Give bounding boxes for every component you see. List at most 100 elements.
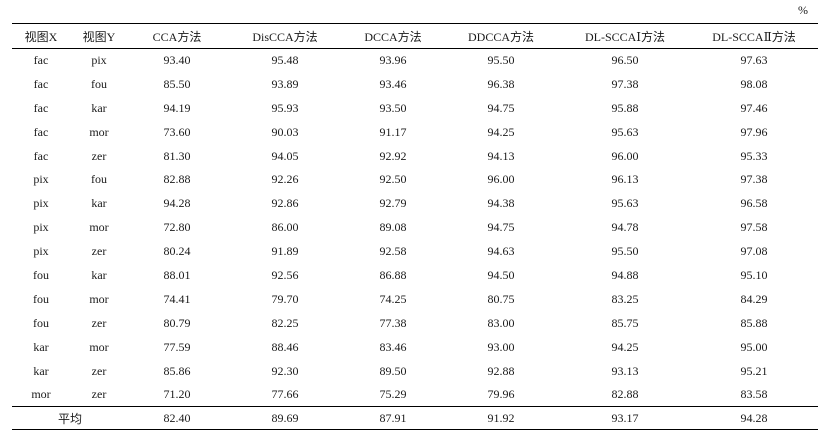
- cell-dcca: 86.88: [379, 267, 407, 282]
- cell-ddcca: 96.38: [487, 76, 515, 91]
- cell-ddcca: 94.50: [487, 267, 515, 282]
- cell-cca: 85.86: [163, 363, 191, 378]
- table-row: pix mor 72.80 86.00 89.08 94.75 94.78 97.58: [12, 216, 818, 240]
- cell-view-y: pix: [91, 53, 107, 68]
- cell-view-x: kar: [33, 363, 49, 378]
- table-row: pix fou 82.88 92.26 92.50 96.00 96.13 97.38: [12, 168, 818, 192]
- cell-dl-scca-2: 95.33: [740, 148, 768, 163]
- cell-ddcca: 94.75: [487, 100, 515, 115]
- table-row: fou zer 80.79 82.25 77.38 83.00 85.75 85.88: [12, 311, 818, 335]
- cell-dcca: 91.17: [379, 124, 407, 139]
- cell-dl-scca-1: 95.63: [611, 124, 639, 139]
- cell-ddcca: 94.38: [487, 196, 515, 211]
- cell-dl-scca-1: 96.13: [611, 172, 639, 187]
- cell-dl-scca-2: 98.08: [740, 76, 768, 91]
- cell-cca: 81.30: [163, 148, 191, 163]
- cell-cca: 93.40: [163, 53, 191, 68]
- cell-cca: 80.24: [163, 244, 191, 259]
- cell-dl-scca-2: 83.58: [740, 387, 768, 402]
- cell-view-x: kar: [33, 339, 49, 354]
- table-row: fac pix 93.40 95.48 93.96 95.50 96.50 97.63: [12, 49, 818, 73]
- cell-dl-scca-1: 83.25: [611, 291, 639, 306]
- cell-view-y: mor: [89, 339, 109, 354]
- table-row: kar zer 85.86 92.30 89.50 92.88 93.13 95.21: [12, 359, 818, 383]
- header-discca: DisCCA方法: [226, 23, 344, 49]
- cell-ddcca: 96.00: [487, 172, 515, 187]
- header-dl-scca-1: DL-SCCAⅠ方法: [560, 23, 690, 49]
- cell-dl-scca-1: 95.88: [611, 100, 639, 115]
- header-view-x: 视图X: [12, 23, 70, 49]
- cell-discca: 91.89: [271, 244, 299, 259]
- cell-view-x: fou: [33, 315, 49, 330]
- cell-dl-scca-2: 97.96: [740, 124, 768, 139]
- average-discca: 89.69: [226, 406, 344, 431]
- cell-view-x: fac: [33, 76, 49, 91]
- cell-dcca: 77.38: [379, 315, 407, 330]
- cell-view-x: fou: [33, 267, 49, 282]
- cell-dcca: 92.79: [379, 196, 407, 211]
- cell-dl-scca-2: 95.21: [740, 363, 768, 378]
- cell-dcca: 93.96: [379, 53, 407, 68]
- average-ddcca: 91.92: [442, 406, 560, 431]
- cell-view-x: fac: [33, 100, 49, 115]
- cell-view-x: fac: [33, 148, 49, 163]
- cell-dl-scca-2: 85.88: [740, 315, 768, 330]
- cell-view-y: zer: [91, 315, 107, 330]
- header-ddcca: DDCCA方法: [442, 23, 560, 49]
- cell-view-y: fou: [91, 172, 107, 187]
- unit-label: %: [798, 3, 808, 17]
- cell-cca: 80.79: [163, 315, 191, 330]
- table-row: fac fou 85.50 93.89 93.46 96.38 97.38 98.08: [12, 72, 818, 96]
- cell-cca: 88.01: [163, 267, 191, 282]
- table-row: pix kar 94.28 92.86 92.79 94.38 95.63 96.58: [12, 192, 818, 216]
- cell-dl-scca-2: 84.29: [740, 291, 768, 306]
- header-dcca: DCCA方法: [344, 23, 442, 49]
- cell-view-y: zer: [91, 244, 107, 259]
- cell-view-y: fou: [91, 76, 107, 91]
- cell-ddcca: 93.00: [487, 339, 515, 354]
- cell-ddcca: 94.75: [487, 220, 515, 235]
- cell-discca: 94.05: [271, 148, 299, 163]
- cell-cca: 72.80: [163, 220, 191, 235]
- cell-dcca: 92.92: [379, 148, 407, 163]
- cell-dl-scca-2: 95.00: [740, 339, 768, 354]
- header-cca: CCA方法: [128, 23, 226, 49]
- cell-view-x: fou: [33, 291, 49, 306]
- cell-view-x: mor: [31, 387, 51, 402]
- table-body: fac pix 93.40 95.48 93.96 95.50 96.50 97.63 fac f…: [12, 49, 818, 407]
- cell-dl-scca-1: 85.75: [611, 315, 639, 330]
- cell-view-y: mor: [89, 220, 109, 235]
- header-row: 视图X 视图Y CCA方法 DisCCA方法 DCCA方法 DDCCA方法 DL…: [12, 23, 818, 49]
- cell-dl-scca-2: 97.46: [740, 100, 768, 115]
- cell-ddcca: 94.13: [487, 148, 515, 163]
- cell-dcca: 93.46: [379, 76, 407, 91]
- cell-view-x: fac: [33, 124, 49, 139]
- cell-view-x: fac: [33, 53, 49, 68]
- cell-discca: 86.00: [271, 220, 299, 235]
- cell-dl-scca-2: 96.58: [740, 196, 768, 211]
- cell-ddcca: 80.75: [487, 291, 515, 306]
- cell-ddcca: 94.63: [487, 244, 515, 259]
- average-row: 平均 82.40 89.69 87.91 91.92 93.17 94.28: [12, 406, 818, 431]
- cell-view-x: pix: [33, 172, 49, 187]
- cell-view-y: kar: [91, 196, 107, 211]
- cell-view-y: zer: [91, 387, 107, 402]
- cell-view-y: kar: [91, 100, 107, 115]
- cell-discca: 92.86: [271, 196, 299, 211]
- average-dl-scca-2: 94.28: [690, 406, 818, 431]
- table-row: fac mor 73.60 90.03 91.17 94.25 95.63 97.96: [12, 120, 818, 144]
- average-dcca: 87.91: [344, 406, 442, 431]
- cell-dl-scca-1: 96.00: [611, 148, 639, 163]
- header-dl-scca-2: DL-SCCAⅡ方法: [690, 23, 818, 49]
- cell-dl-scca-2: 97.63: [740, 53, 768, 68]
- cell-dl-scca-1: 95.50: [611, 244, 639, 259]
- cell-cca: 82.88: [163, 172, 191, 187]
- cell-discca: 82.25: [271, 315, 299, 330]
- table-row: kar mor 77.59 88.46 83.46 93.00 94.25 95.00: [12, 335, 818, 359]
- cell-view-y: mor: [89, 291, 109, 306]
- cell-discca: 90.03: [271, 124, 299, 139]
- cell-dl-scca-1: 97.38: [611, 76, 639, 91]
- cell-discca: 92.30: [271, 363, 299, 378]
- header-view-y: 视图Y: [70, 23, 128, 49]
- cell-discca: 93.89: [271, 76, 299, 91]
